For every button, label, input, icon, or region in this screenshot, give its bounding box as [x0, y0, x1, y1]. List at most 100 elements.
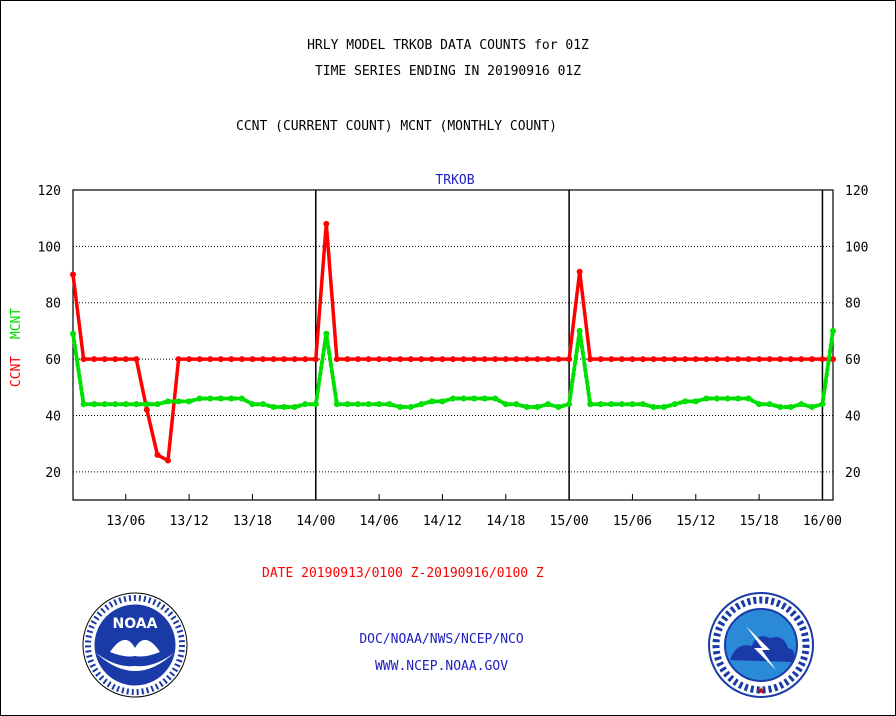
data-point-ccnt [502, 356, 509, 363]
data-point-ccnt [798, 356, 805, 363]
data-point-mcnt [407, 404, 414, 410]
data-point-mcnt [777, 404, 784, 410]
data-point-mcnt [91, 401, 98, 408]
data-point-mcnt [323, 330, 330, 337]
data-point-mcnt [217, 395, 224, 402]
data-point-ccnt [386, 356, 393, 363]
data-point-mcnt [492, 395, 499, 402]
data-point-mcnt [787, 404, 794, 410]
data-point-ccnt [281, 356, 288, 363]
data-point-mcnt [671, 401, 678, 408]
plot-frame [72, 189, 834, 501]
data-point-ccnt [745, 356, 752, 363]
data-point-mcnt [819, 401, 826, 408]
data-point-ccnt [397, 356, 404, 363]
noaa-logo-text: NOAA [113, 616, 158, 632]
noaa-logo-icon: NOAA [82, 592, 188, 698]
data-point-ccnt [513, 356, 520, 363]
data-point-mcnt [143, 401, 150, 408]
data-point-ccnt [682, 356, 689, 363]
svg-text:★: ★ [757, 686, 766, 697]
y-tick-label-left: 40 [45, 409, 61, 424]
data-point-ccnt [302, 356, 309, 363]
data-point-mcnt [133, 401, 140, 408]
y-tick-label-left: 80 [45, 297, 61, 312]
data-point-ccnt [756, 356, 763, 363]
x-tick-label: 13/12 [170, 514, 209, 529]
data-point-ccnt [576, 268, 583, 275]
data-point-mcnt [302, 401, 309, 408]
series-line-ccnt [71, 222, 833, 463]
data-point-mcnt [439, 398, 446, 405]
data-point-mcnt [238, 395, 245, 402]
data-point-mcnt [196, 395, 203, 402]
data-point-ccnt [333, 356, 340, 363]
y-tick-label-right: 80 [845, 297, 861, 312]
data-point-mcnt [545, 401, 551, 408]
data-point-ccnt [101, 356, 108, 363]
website-link[interactable]: WWW.NCEP.NOAA.GOV [374, 659, 509, 674]
data-point-mcnt [376, 401, 383, 408]
data-point-mcnt [640, 401, 646, 408]
data-point-ccnt [777, 356, 784, 363]
org-path-label: DOC/NOAA/NWS/NCEP/NCO [359, 632, 524, 647]
data-point-mcnt [534, 404, 541, 410]
data-point-mcnt [291, 404, 298, 410]
data-point-ccnt [165, 457, 171, 464]
data-point-mcnt [175, 398, 182, 405]
data-point-mcnt [418, 401, 425, 408]
nws-logo-icon: ★ [708, 592, 814, 698]
data-point-ccnt [671, 356, 678, 363]
data-point-mcnt [608, 401, 615, 408]
data-point-ccnt [91, 356, 98, 363]
data-point-mcnt [597, 401, 604, 408]
ylabel-mcnt: MCNT [9, 308, 24, 339]
x-tick-label: 13/06 [106, 514, 145, 529]
data-point-ccnt [766, 356, 773, 363]
data-point-ccnt [70, 271, 76, 278]
chart-title-line2: TIME SERIES ENDING IN 20190916 01Z [314, 64, 582, 79]
data-point-mcnt [650, 404, 657, 410]
data-point-mcnt [460, 395, 467, 402]
data-point-ccnt [238, 356, 245, 363]
data-point-mcnt [122, 401, 129, 408]
y-tick-label-right: 120 [845, 184, 868, 199]
y-tick-label-left: 100 [38, 240, 61, 255]
data-point-mcnt [154, 401, 161, 408]
data-point-ccnt [312, 356, 319, 363]
data-point-ccnt [365, 356, 372, 363]
data-point-ccnt [808, 356, 815, 363]
data-point-ccnt [618, 356, 625, 363]
data-point-mcnt [481, 395, 488, 402]
data-point-ccnt [830, 356, 836, 363]
x-tick-label: 14/12 [423, 514, 462, 529]
data-point-ccnt [640, 356, 646, 363]
data-point-ccnt [143, 406, 150, 413]
data-point-ccnt [545, 356, 551, 363]
data-point-mcnt [70, 330, 76, 337]
x-tick-label: 14/00 [296, 514, 335, 529]
data-point-ccnt [650, 356, 657, 363]
x-tick-label: 14/06 [360, 514, 399, 529]
data-point-mcnt [112, 401, 119, 408]
x-tick-label: 14/18 [486, 514, 525, 529]
data-point-mcnt [333, 401, 340, 408]
data-point-mcnt [260, 401, 266, 408]
data-point-mcnt [344, 401, 351, 408]
data-point-ccnt [819, 356, 826, 363]
chart-title-line1: HRLY MODEL TRKOB DATA COUNTS for 01Z [307, 38, 589, 53]
y-tick-label-left: 120 [38, 184, 61, 199]
axes-layer [72, 189, 834, 501]
chart-subtitle: CCNT (CURRENT COUNT) MCNT (MONTHLY COUNT… [236, 119, 557, 134]
data-point-ccnt [608, 356, 615, 363]
ylabel-ccnt: CCNT [9, 356, 24, 387]
data-point-mcnt [576, 327, 583, 334]
data-point-ccnt [291, 356, 298, 363]
data-point-ccnt [523, 356, 530, 363]
data-point-ccnt [428, 356, 435, 363]
data-point-mcnt [228, 395, 235, 402]
data-point-mcnt [355, 401, 361, 408]
data-point-ccnt [196, 356, 203, 363]
data-point-mcnt [618, 401, 625, 408]
data-point-mcnt [428, 398, 435, 405]
